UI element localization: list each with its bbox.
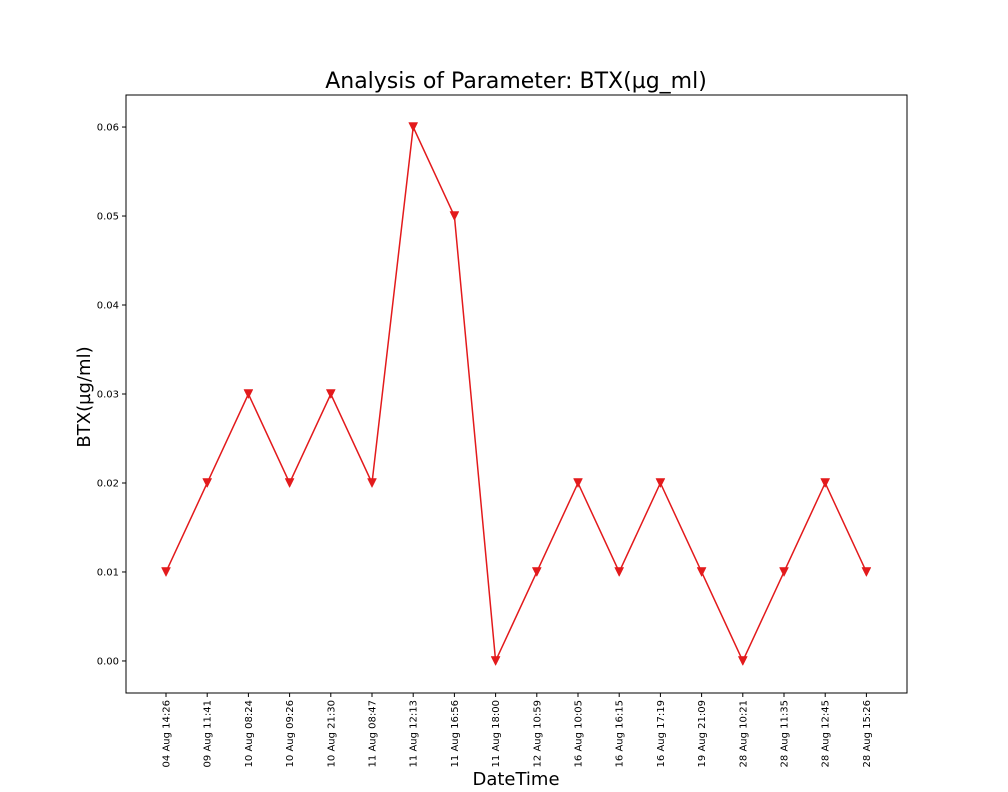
x-tick-label: 10 Aug 09:26 (285, 700, 296, 767)
x-tick-label: 28 Aug 12:45 (821, 700, 832, 767)
y-tick-label: 0.03 (97, 390, 119, 401)
data-point-marker (367, 478, 377, 489)
x-tick-label: 16 Aug 16:15 (615, 700, 626, 767)
data-point-marker (696, 567, 707, 578)
x-tick-label: 28 Aug 11:35 (780, 700, 791, 767)
chart-title: Analysis of Parameter: BTX(µg_ml) (325, 69, 707, 94)
data-point-marker (161, 567, 171, 578)
y-tick-label: 0.01 (97, 567, 119, 578)
y-tick-label: 0.05 (97, 212, 119, 223)
data-point-marker (573, 478, 583, 489)
x-axis: 04 Aug 14:26 09 Aug 11:41 10 Aug 08:24 10 A… (162, 693, 873, 767)
x-axis-label: DateTime (472, 769, 559, 790)
series-line (165, 124, 868, 664)
data-point-marker (737, 656, 748, 667)
data-point-marker (655, 478, 666, 489)
data-point-marker (490, 656, 501, 667)
x-tick-label: 11 Aug 08:47 (368, 700, 379, 767)
data-point-marker (861, 567, 872, 578)
data-point-marker (284, 478, 295, 489)
x-tick-label: 10 Aug 08:24 (244, 700, 255, 767)
data-point-marker (779, 567, 789, 578)
plot-area (125, 94, 908, 694)
x-tick-label: 04 Aug 14:26 (162, 700, 173, 767)
data-point-marker (202, 478, 213, 489)
x-tick-label: 10 Aug 21:30 (326, 700, 337, 767)
data-point-marker (820, 478, 831, 489)
data-point-marker (325, 389, 336, 400)
x-tick-label: 09 Aug 11:41 (203, 700, 214, 767)
x-tick-label: 11 Aug 18:00 (491, 700, 502, 767)
y-tick-label: 0.02 (97, 478, 119, 489)
y-tick-label: 0.06 (97, 123, 119, 134)
x-tick-label: 12 Aug 10:59 (532, 700, 543, 767)
x-tick-label: 28 Aug 15:26 (862, 700, 873, 767)
y-axis: 0.00 0.01 0.02 0.03 0.04 0.05 0.06 (97, 123, 126, 667)
data-point-marker (449, 211, 460, 222)
x-tick-label: 16 Aug 17:19 (656, 700, 667, 767)
data-point-marker (408, 122, 419, 133)
y-axis-label: BTX(µg/ml) (74, 346, 95, 447)
x-tick-label: 16 Aug 10:05 (574, 700, 585, 767)
x-tick-label: 19 Aug 21:09 (697, 700, 708, 767)
data-point-marker (243, 389, 254, 400)
data-series (161, 122, 872, 667)
data-point-marker (531, 567, 542, 578)
x-tick-label: 11 Aug 12:13 (409, 700, 420, 767)
x-tick-label: 11 Aug 16:56 (450, 700, 461, 767)
y-tick-label: 0.00 (97, 656, 119, 667)
data-point-marker (614, 567, 625, 578)
y-tick-label: 0.04 (97, 301, 119, 312)
x-tick-label: 28 Aug 10:21 (738, 700, 749, 767)
